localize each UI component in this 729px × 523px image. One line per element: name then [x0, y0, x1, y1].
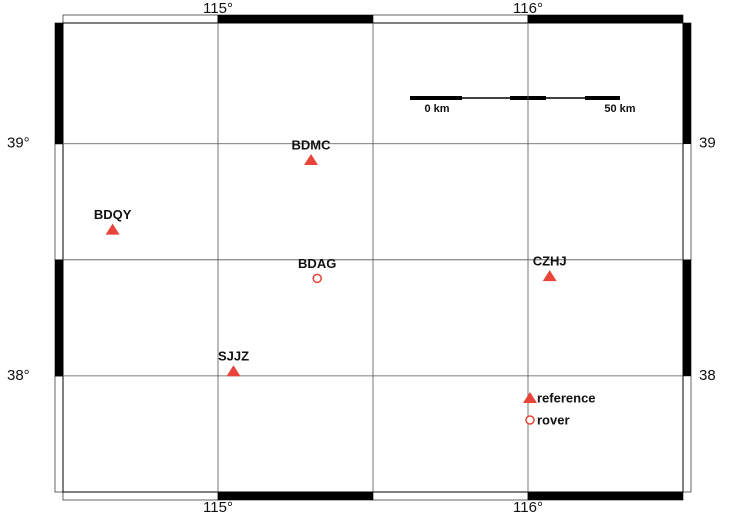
- frame-segment: [54, 143, 64, 261]
- x-tick-label: 115°: [203, 0, 233, 17]
- station-label: BDQY: [94, 207, 132, 222]
- scale-bar: 0 km 50 km: [410, 96, 636, 115]
- scale-segment: [410, 96, 462, 100]
- scale-label: 50 km: [604, 103, 635, 115]
- legend-symbol: [523, 392, 537, 403]
- frame-segment: [54, 22, 64, 145]
- frame-segment: [372, 14, 529, 24]
- legend-symbol: [525, 415, 535, 425]
- frame-segment: [217, 14, 374, 24]
- legend-label: rover: [537, 412, 570, 427]
- y-tick-label: 39°: [7, 135, 30, 152]
- frame-segment: [217, 491, 374, 501]
- frame-segment: [682, 259, 692, 377]
- legend-label: reference: [537, 390, 596, 405]
- frame-segment: [682, 143, 692, 261]
- station-marker: [312, 273, 322, 284]
- y-tick-label: 38: [699, 367, 716, 384]
- scale-segment: [585, 96, 620, 100]
- frame-segment: [54, 259, 64, 377]
- station-marker: [542, 270, 557, 282]
- station-label: SJJZ: [218, 349, 249, 364]
- scale-label: 0 km: [424, 103, 449, 115]
- x-tick-label: 116°: [513, 0, 543, 17]
- x-tick-label: 116°: [513, 499, 543, 516]
- y-tick-label: 38°: [7, 367, 30, 384]
- frame-segment: [62, 491, 219, 501]
- frame-segment: [682, 375, 692, 493]
- station-label: BDMC: [292, 137, 332, 152]
- station-label: CZHJ: [533, 254, 567, 269]
- station-label: BDAG: [298, 256, 336, 271]
- x-tick-label: 115°: [203, 499, 233, 516]
- station-marker: [226, 365, 241, 377]
- frame-segment: [62, 14, 219, 24]
- frame-segment: [372, 491, 529, 501]
- frame-segment: [54, 375, 64, 493]
- y-tick-label: 39: [699, 135, 716, 152]
- station-marker: [105, 223, 120, 235]
- station-marker: [304, 153, 318, 165]
- frame-segment: [527, 491, 684, 501]
- frame-segment: [527, 14, 684, 24]
- frame-segment: [682, 22, 692, 145]
